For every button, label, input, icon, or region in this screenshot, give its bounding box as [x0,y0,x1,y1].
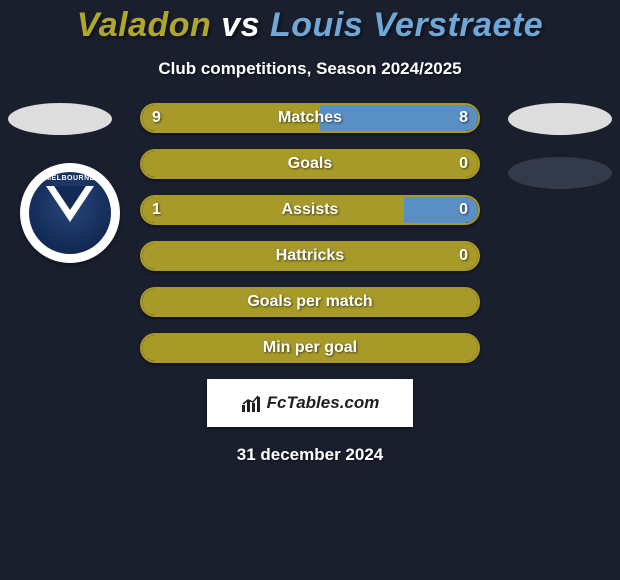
title-vs: vs [221,6,260,44]
chart-icon [241,393,261,413]
bar-value-left: 9 [152,105,161,131]
content-area: MELBOURNE Matches98Goals0Assists10Hattri… [0,103,620,465]
stat-bars: Matches98Goals0Assists10Hattricks0Goals … [140,103,480,363]
bar-label: Goals per match [142,289,478,315]
jersey-right-icon-1 [508,103,612,135]
title-player-right: Louis Verstraete [270,6,543,44]
jersey-right-icon-2 [508,157,612,189]
title-player-left: Valadon [77,6,212,44]
stat-row: Hattricks0 [140,241,480,271]
stat-row: Goals per match [140,287,480,317]
bar-value-right: 8 [459,105,468,131]
stat-row: Matches9 8 [140,103,480,133]
bar-value-right: 0 [459,197,468,223]
bar-label: Matches [142,105,478,131]
comparison-title: Valadon vs Louis Verstraete [0,0,620,45]
club-badge: MELBOURNE [20,163,120,263]
bar-label: Goals [142,151,478,177]
stat-row: Assists1 0 [140,195,480,225]
branding-box: FcTables.com [207,379,413,427]
stat-row: Goals0 [140,149,480,179]
bar-label: Assists [142,197,478,223]
bar-label: Hattricks [142,243,478,269]
bar-label: Min per goal [142,335,478,361]
badge-text: MELBOURNE [29,175,111,182]
bar-value-right: 0 [459,243,468,269]
branding-text: FcTables.com [267,393,380,413]
subtitle: Club competitions, Season 2024/2025 [0,59,620,79]
stat-row: Min per goal [140,333,480,363]
bar-value-left: 1 [152,197,161,223]
jersey-left-icon [8,103,112,135]
date-label: 31 december 2024 [0,445,620,465]
bar-value-right: 0 [459,151,468,177]
